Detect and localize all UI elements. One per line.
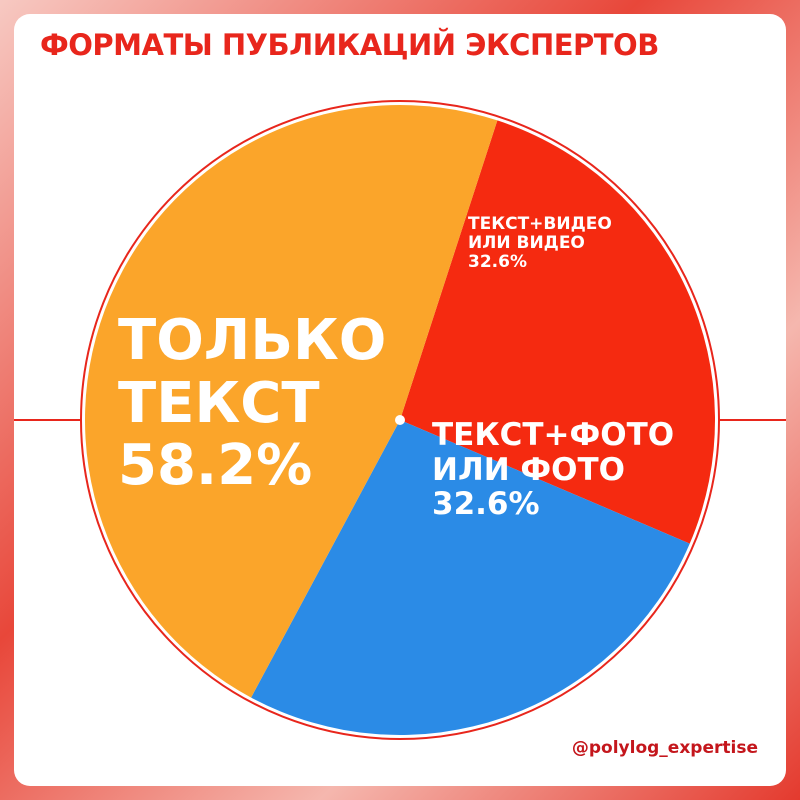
- pie-slice: [84, 104, 498, 698]
- pie-slice: [251, 420, 690, 735]
- value-label: 32.6%: [468, 252, 527, 273]
- chart-title: ФОРМАТЫ ПУБЛИКАЦИЙ ЭКСПЕРТОВ: [40, 28, 659, 62]
- slice-label: ТОЛЬКО ТЕКСТ 58.2%: [118, 308, 398, 499]
- pie-slice: [400, 120, 715, 544]
- slice-label: ТЕКСТ+ВИДЕО ИЛИ ВИДЕО 32.6%: [468, 214, 648, 273]
- value-label: 32.6%: [432, 486, 540, 523]
- center-dot: [395, 415, 405, 425]
- category-label: ТЕКСТ+ФОТО ИЛИ ФОТО: [432, 417, 675, 488]
- credit: @polylog_expertise: [571, 738, 758, 758]
- category-label: ТЕКСТ+ВИДЕО ИЛИ ВИДЕО: [468, 214, 612, 254]
- slice-label: ТЕКСТ+ФОТО ИЛИ ФОТО 32.6%: [432, 418, 682, 522]
- category-label: ТОЛЬКО ТЕКСТ: [118, 308, 387, 436]
- value-label: 58.2%: [118, 433, 313, 499]
